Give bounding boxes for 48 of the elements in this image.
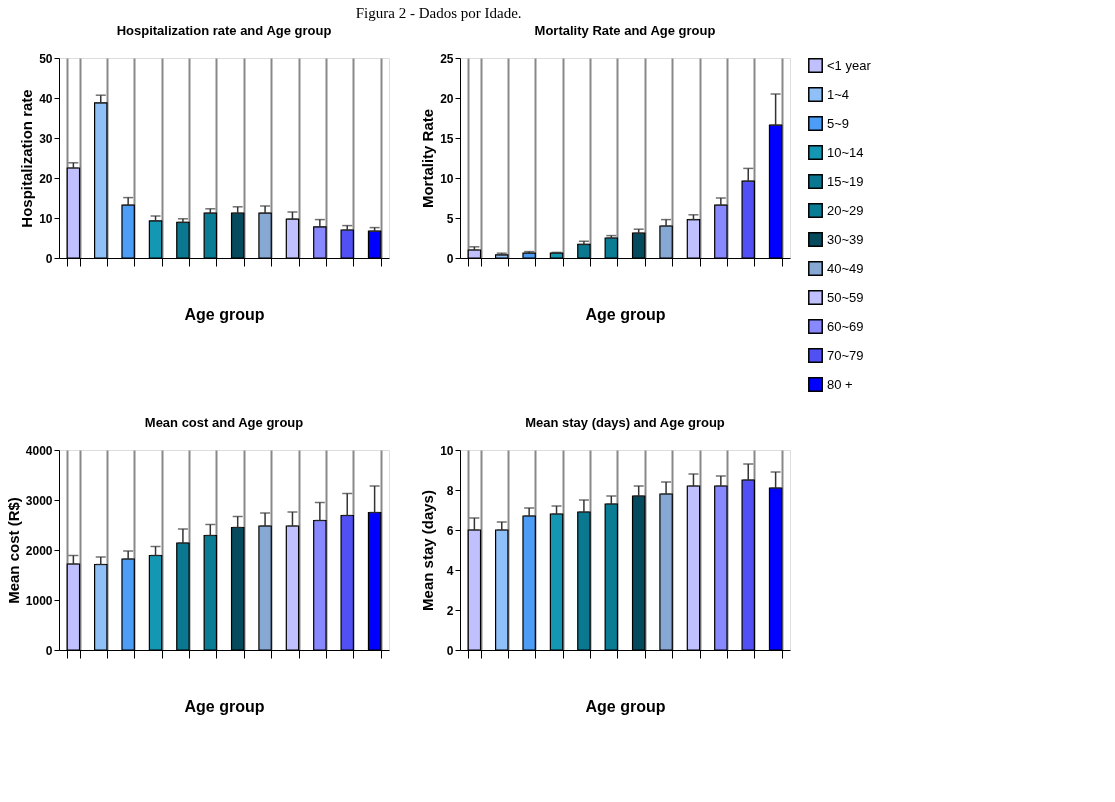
y-tick-label: 10 [440, 443, 454, 458]
legend-label: 80 + [827, 376, 853, 392]
legend-label: 10~14 [827, 144, 864, 160]
legend-label: 40~49 [827, 260, 864, 276]
y-tick-label: 30 [39, 131, 53, 146]
y-tick-label: 0 [45, 251, 53, 266]
legend-label: 1~4 [827, 86, 850, 102]
y-tick-label: 0 [446, 251, 454, 266]
y-tick-label: 50 [39, 51, 53, 66]
y-tick-label: 4 [446, 563, 454, 578]
y-tick-label: 25 [440, 51, 454, 66]
y-tick-label: 1000 [25, 593, 53, 608]
y-tick-label: 6 [446, 523, 454, 538]
legend-label: 30~39 [827, 231, 864, 247]
y-axis-title: Mean cost (R$) [4, 497, 22, 604]
text: Figura 2 - Dados por Idade. [355, 4, 522, 21]
x-axis-title: Age group [184, 306, 265, 323]
y-tick-label: 0 [446, 643, 454, 658]
legend-label: 15~19 [827, 173, 864, 189]
legend-label: 60~69 [827, 318, 864, 334]
legend-label: 70~79 [827, 347, 864, 363]
chart-title: Mean cost and Age group [144, 415, 304, 430]
y-tick-label: 2 [446, 603, 454, 618]
legend-label: 20~29 [827, 202, 864, 218]
x-axis-title: Age group [585, 306, 666, 323]
chart-title: Hospitalization rate and Age group [116, 23, 332, 38]
y-tick-label: 2000 [25, 543, 53, 558]
y-tick-label: 40 [39, 91, 53, 106]
y-tick-label: 8 [446, 483, 454, 498]
y-tick-label: 4000 [25, 443, 53, 458]
x-axis-title: Age group [184, 698, 265, 715]
y-axis-title: Mortality Rate [419, 108, 437, 209]
y-tick-label: 10 [440, 171, 454, 186]
y-tick-label: 3000 [25, 493, 53, 508]
y-tick-label: 0 [45, 643, 53, 658]
legend-label: <1 year [827, 57, 872, 73]
y-tick-label: 10 [39, 211, 53, 226]
y-axis-title: Mean stay (days) [419, 490, 437, 611]
legend-label: 50~59 [827, 289, 864, 305]
y-tick-label: 20 [440, 91, 454, 106]
chart-title: Mean stay (days) and Age group [525, 415, 725, 430]
chart-title: Mortality Rate and Age group [534, 23, 716, 38]
y-tick-label: 15 [440, 131, 454, 146]
x-axis-title: Age group [585, 698, 666, 715]
y-tick-label: 20 [39, 171, 53, 186]
y-tick-label: 5 [446, 211, 454, 226]
legend-label: 5~9 [827, 115, 850, 131]
y-axis-title: Hospitalization rate [18, 89, 36, 228]
